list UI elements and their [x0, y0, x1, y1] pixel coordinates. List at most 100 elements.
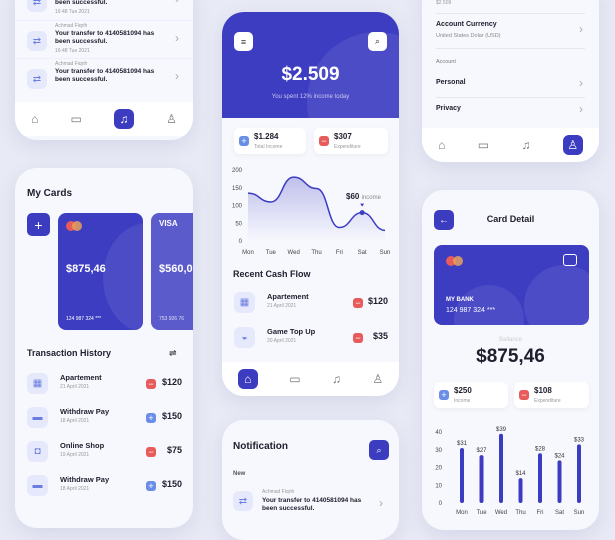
transaction-row[interactable]: ▬ Withdraw Pay 18 April 2021 + $150	[15, 472, 193, 502]
y-tick-label: 0	[439, 501, 443, 507]
bar	[460, 447, 464, 503]
card-number: 124 987 324 ***	[446, 307, 496, 314]
transaction-name: Game Top Up	[267, 327, 316, 336]
chevron-right-icon: ›	[579, 22, 583, 36]
chart-annotation: $60 income	[346, 192, 381, 201]
transfer-icon: ⇄	[27, 0, 47, 12]
minus-icon: −	[353, 333, 363, 343]
home-icon[interactable]: ⌂	[237, 369, 258, 389]
notification-item[interactable]: ⇄ Your transfer to 4140581094 has been s…	[15, 0, 193, 20]
transaction-row[interactable]: ▦ Apartement 21 April 2021 − $120	[15, 370, 193, 400]
sender: Achmad Fiqrih	[55, 23, 88, 29]
transaction-amount: $150	[161, 479, 182, 489]
y-tick-label: 150	[232, 186, 243, 192]
account-currency-item[interactable]: Account Currency United States Dolar (US…	[422, 18, 599, 46]
card-detail-panel: ← Card Detail MY BANK 124 987 324 *** Ba…	[422, 190, 599, 530]
total-balance: $2.509	[281, 64, 340, 85]
plus-icon: +	[146, 481, 156, 491]
home-icon[interactable]: ⌂	[31, 112, 39, 126]
transfer-icon: ⇄	[233, 491, 253, 511]
notification-item[interactable]: ⇄ Achmad Fiqrih Your transfer to 4140581…	[222, 486, 399, 526]
back-button[interactable]: ←	[434, 210, 454, 230]
profile-icon[interactable]: ♙	[166, 112, 177, 126]
bar-label: $31	[457, 441, 468, 447]
transaction-date: 18 April 2021	[60, 486, 90, 492]
profile-icon[interactable]: ♙	[562, 135, 583, 155]
transaction-date: 21 April 2021	[267, 303, 297, 309]
chevron-right-icon: ›	[579, 76, 583, 90]
settings-panel: $2.509 Account Currency United States Do…	[422, 0, 599, 162]
home-panel: ≡ ⌕ $2.509 You spent 12% income today + …	[222, 12, 399, 396]
minus-icon: −	[519, 390, 529, 400]
building-icon: ▦	[27, 373, 48, 394]
transaction-history-title: Transaction History	[27, 348, 112, 358]
chevron-right-icon: ›	[175, 0, 179, 6]
weekly-bar-chart: 0 10 20 30 40 $31 Mon $27 Tue $39 Wed $14 Thu $28 Fri $…	[435, 427, 585, 516]
income-label: Income	[454, 398, 471, 404]
y-tick-label: 100	[232, 204, 243, 210]
card-icon: ▬	[27, 407, 48, 428]
message: Your transfer to 4140581094 has been suc…	[262, 497, 362, 512]
spent-subtitle: You spent 12% income today	[271, 94, 350, 100]
privacy-item[interactable]: Privacy ›	[422, 102, 599, 124]
home-icon[interactable]: ⌂	[438, 138, 446, 152]
y-tick-label: 20	[435, 466, 442, 472]
income-value: $250	[454, 386, 472, 395]
search-button[interactable]: ⌕	[369, 440, 389, 460]
balance-header: ≡ ⌕ $2.509 You spent 12% income today	[222, 12, 399, 118]
x-tick-label: Sat	[555, 510, 564, 516]
card-2[interactable]: VISA $560,0 753 926 76	[151, 213, 193, 330]
area-fill	[248, 177, 385, 241]
minus-icon: −	[353, 298, 363, 308]
chevron-right-icon: ›	[175, 31, 179, 45]
bar-label: $28	[535, 446, 546, 452]
bank-name: MY BANK	[446, 297, 474, 303]
profile-icon[interactable]: ♙	[372, 372, 384, 386]
card-icon[interactable]: ▭	[289, 372, 301, 386]
card-icon[interactable]: ▭	[70, 112, 82, 126]
visa-logo: VISA	[159, 219, 178, 228]
transaction-name: Withdraw Pay	[60, 475, 110, 484]
minus-icon: −	[146, 447, 156, 457]
transaction-date: 18 April 2021	[60, 418, 90, 424]
menu-icon[interactable]: ≡	[234, 32, 253, 51]
filter-icon[interactable]: ⇌	[169, 348, 177, 358]
card-icon[interactable]: ▭	[477, 138, 490, 152]
search-icon[interactable]: ⌕	[368, 32, 387, 51]
transaction-row[interactable]: ▬ Withdraw Pay 18 April 2021 + $150	[15, 404, 193, 434]
transaction-row[interactable]: ◒ Game Top Up 20 April 2021 − $35	[222, 324, 399, 354]
message: Your transfer to 4140581094 has been suc…	[55, 68, 155, 83]
notification-item[interactable]: ⇄ Achmad Fiqrih Your transfer to 4140581…	[15, 58, 193, 96]
card-number: 753 926 76	[159, 316, 185, 322]
transaction-name: Apartement	[60, 373, 102, 382]
x-tick-label: Fri	[336, 250, 343, 256]
personal-item[interactable]: Personal ›	[422, 76, 599, 98]
card-1[interactable]: $875,46 124 987 324 ***	[58, 213, 143, 330]
card-balance: $875,46	[476, 346, 545, 367]
bar-label: $33	[574, 437, 585, 443]
transaction-row[interactable]: ▦ Apartement 21 April 2021 − $120	[222, 289, 399, 319]
transaction-row[interactable]: ◘ Online Shop 19 April 2021 − $75	[15, 438, 193, 468]
card-icon: ▬	[27, 475, 48, 496]
time: 16:48 Tue 2021	[55, 48, 90, 54]
personal-label: Personal	[436, 79, 466, 86]
notification-item[interactable]: ⇄ Achmad Fiqrih Your transfer to 4140581…	[15, 20, 193, 58]
notification-panel: Notification ⌕ New ⇄ Achmad Fiqrih Your …	[222, 420, 399, 540]
y-tick-label: 30	[435, 448, 442, 454]
income-stat: + $1.284 Total Income	[234, 128, 306, 154]
card-number: 124 987 324 ***	[66, 316, 102, 322]
bag-icon: ◘	[27, 441, 48, 462]
bell-icon[interactable]: ♫	[332, 372, 342, 386]
income-value: $1.284	[254, 132, 279, 141]
bell-icon[interactable]: ♫	[113, 109, 134, 129]
bell-icon[interactable]: ♫	[521, 138, 531, 152]
add-card-button[interactable]: +	[27, 213, 50, 236]
section-account: Account	[436, 59, 456, 65]
chevron-right-icon: ›	[379, 496, 383, 510]
expense-label: Expenditure	[334, 144, 361, 150]
currency-value: United States Dolar (USD)	[436, 33, 501, 39]
building-icon: ▦	[234, 292, 255, 313]
plus-icon: +	[239, 136, 249, 146]
x-tick-label: Sun	[380, 250, 391, 256]
y-tick-label: 50	[235, 221, 242, 227]
